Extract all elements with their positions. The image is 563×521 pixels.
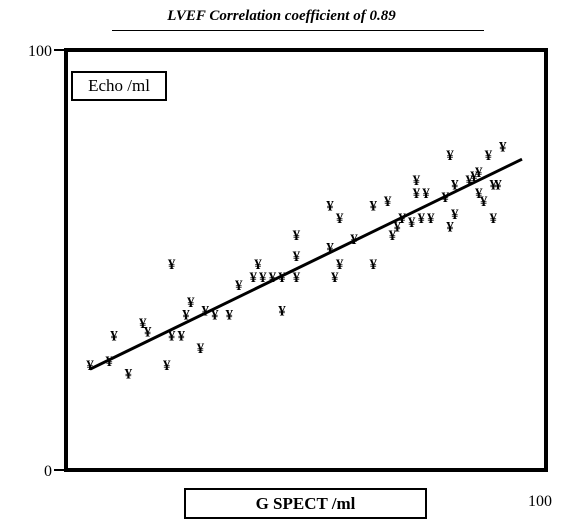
data-point: ¥	[398, 211, 406, 227]
data-point: ¥	[125, 366, 133, 382]
data-point: ¥	[369, 257, 377, 273]
axes-frame	[54, 48, 548, 472]
data-point: ¥	[465, 173, 473, 189]
data-point: ¥	[446, 148, 454, 164]
y-axis-label: Echo /ml	[71, 71, 167, 101]
data-point: ¥	[249, 270, 257, 286]
data-point: ¥	[446, 219, 454, 235]
data-point: ¥	[278, 303, 286, 319]
data-point: ¥	[211, 308, 219, 324]
data-point: ¥	[451, 177, 459, 193]
regression-line	[89, 157, 523, 371]
data-point: ¥	[417, 211, 425, 227]
data-point: ¥	[182, 308, 190, 324]
data-point: ¥	[259, 270, 267, 286]
data-point: ¥	[384, 194, 392, 210]
data-point: ¥	[470, 169, 478, 185]
data-point: ¥	[499, 140, 507, 156]
data-point: ¥	[197, 341, 205, 357]
data-point: ¥	[144, 324, 152, 340]
data-point: ¥	[293, 228, 301, 244]
data-point: ¥	[369, 198, 377, 214]
data-point: ¥	[489, 177, 497, 193]
data-point: ¥	[413, 186, 421, 202]
data-point: ¥	[441, 190, 449, 206]
data-point: ¥	[105, 354, 113, 370]
data-point: ¥	[451, 207, 459, 223]
data-point: ¥	[336, 257, 344, 273]
data-point: ¥	[413, 173, 421, 189]
data-point: ¥	[350, 232, 358, 248]
data-point: ¥	[326, 240, 334, 256]
chart-title: LVEF Correlation coefficient of 0.89	[167, 8, 396, 24]
data-point: ¥	[293, 270, 301, 286]
data-point: ¥	[475, 186, 483, 202]
data-point: ¥	[110, 329, 118, 345]
data-point: ¥	[269, 270, 277, 286]
data-point: ¥	[331, 270, 339, 286]
data-point: ¥	[293, 249, 301, 265]
data-point: ¥	[422, 186, 430, 202]
data-point: ¥	[485, 148, 493, 164]
data-point: ¥	[86, 358, 94, 374]
data-point: ¥	[139, 316, 147, 332]
data-points: ¥ ¥¥¥¥¥¥¥¥ ¥¥¥¥¥ ¥ ¥¥¥¥¥ ¥¥¥ ¥¥¥¥¥¥¥¥¥¥¥¥¥¥¥ ¥¥…	[86, 140, 507, 383]
data-point: ¥	[408, 215, 416, 231]
data-point: ¥	[326, 198, 334, 214]
data-point: ¥	[427, 211, 435, 227]
data-point: ¥	[475, 165, 483, 181]
data-point: ¥	[163, 358, 171, 374]
regression-line-group	[89, 157, 523, 371]
title-underline	[112, 30, 484, 31]
data-point: ¥	[393, 219, 401, 235]
data-point: ¥	[168, 257, 176, 273]
data-point: ¥	[168, 329, 176, 345]
data-point: ¥	[278, 270, 286, 286]
data-point: ¥	[225, 308, 233, 324]
data-point: ¥	[336, 211, 344, 227]
y-tick-label-min: 0	[44, 463, 52, 480]
data-point: ¥	[177, 329, 185, 345]
data-point: ¥	[389, 228, 397, 244]
y-tick-label-max: 100	[28, 43, 52, 60]
x-tick-label-max: 100	[528, 493, 552, 510]
tick-labels: 100 0 100	[28, 43, 552, 510]
x-axis-label: G SPECT /ml	[184, 488, 427, 519]
data-point: ¥	[235, 278, 243, 294]
data-point: ¥	[494, 177, 502, 193]
data-point: ¥	[254, 257, 262, 273]
data-point: ¥	[187, 295, 195, 311]
data-point: ¥	[201, 303, 209, 319]
plot-frame	[64, 48, 548, 472]
data-point: ¥	[480, 194, 488, 210]
data-point: ¥	[489, 211, 497, 227]
